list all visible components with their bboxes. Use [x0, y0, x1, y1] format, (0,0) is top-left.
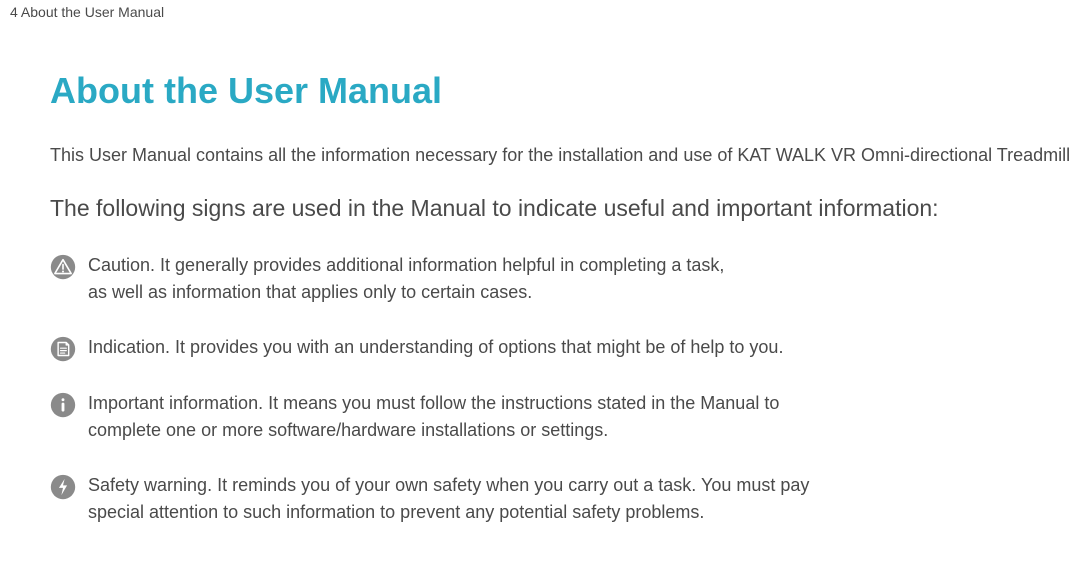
page-title: About the User Manual	[50, 70, 1074, 112]
legend-item-safety: Safety warning. It reminds you of your o…	[50, 472, 1074, 526]
legend-indication-text: Indication. It provides you with an unde…	[88, 337, 783, 357]
subheading: The following signs are used in the Manu…	[50, 195, 1074, 222]
lightning-icon	[50, 474, 76, 500]
legend-item-indication: Indication. It provides you with an unde…	[50, 334, 1074, 362]
info-i-icon	[50, 392, 76, 418]
legend-text-safety: Safety warning. It reminds you of your o…	[88, 472, 809, 526]
legend-item-important: Important information. It means you must…	[50, 390, 1074, 444]
legend-caution-line1: Caution. It generally provides additiona…	[88, 255, 724, 275]
legend-safety-line2: special attention to such information to…	[88, 502, 704, 522]
legend-important-line2: complete one or more software/hardware i…	[88, 420, 608, 440]
warning-triangle-icon	[50, 254, 76, 280]
legend-caution-line2: as well as information that applies only…	[88, 282, 532, 302]
intro-paragraph: This User Manual contains all the inform…	[50, 142, 1074, 169]
legend-item-caution: Caution. It generally provides additiona…	[50, 252, 1074, 306]
legend-text-important: Important information. It means you must…	[88, 390, 779, 444]
page-content: About the User Manual This User Manual c…	[0, 20, 1074, 526]
legend-text-caution: Caution. It generally provides additiona…	[88, 252, 724, 306]
page-header: 4 About the User Manual	[0, 0, 1074, 20]
legend-safety-line1: Safety warning. It reminds you of your o…	[88, 475, 809, 495]
note-page-icon	[50, 336, 76, 362]
legend-text-indication: Indication. It provides you with an unde…	[88, 334, 783, 361]
legend-important-line1: Important information. It means you must…	[88, 393, 779, 413]
